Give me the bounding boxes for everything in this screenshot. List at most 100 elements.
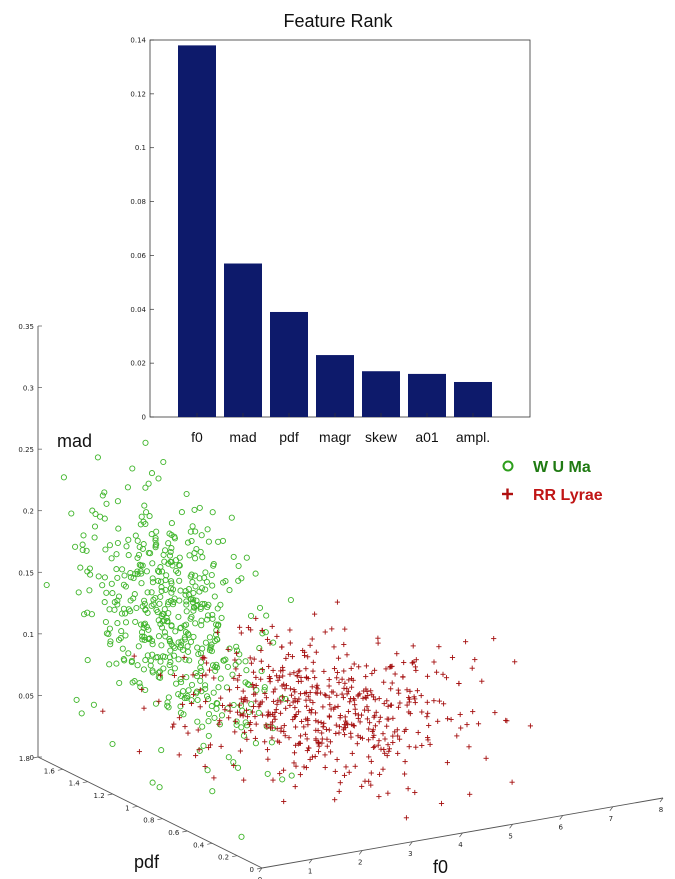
rrlyrae-point — [281, 798, 287, 805]
rrlyrae-point — [362, 778, 368, 784]
y-tick-label: 1.8 — [19, 755, 30, 763]
rrlyrae-point — [443, 675, 450, 681]
wuma-point — [279, 776, 286, 783]
rrlyrae-point — [275, 677, 281, 683]
wuma-point — [194, 644, 201, 651]
rrlyrae-point — [385, 790, 391, 796]
rrlyrae-point — [341, 641, 347, 648]
rrlyrae-point — [203, 672, 209, 678]
rrlyrae-point — [297, 772, 303, 778]
rrlyrae-point — [333, 722, 339, 728]
rrlyrae-point — [332, 797, 338, 803]
wuma-point — [122, 583, 129, 590]
rrlyrae-point — [406, 709, 412, 715]
rrlyrae-point — [241, 696, 247, 702]
bar-f0 — [178, 45, 216, 418]
rrlyrae-point — [281, 723, 287, 729]
rrlyrae-point — [401, 659, 407, 666]
wuma-point — [182, 591, 189, 598]
wuma-point — [162, 547, 169, 554]
rrlyrae-point — [342, 732, 348, 738]
wuma-point — [136, 680, 143, 687]
wuma-point — [196, 575, 203, 582]
rrlyrae-point — [279, 683, 285, 689]
wuma-point — [209, 582, 216, 589]
rrlyrae-point — [395, 750, 401, 756]
rrlyrae-point — [376, 719, 382, 725]
rrlyrae-point — [277, 674, 283, 680]
rrlyrae-point — [347, 699, 353, 705]
rrlyrae-point — [368, 758, 374, 764]
bar-ampl — [454, 381, 492, 417]
rrlyrae-point — [456, 680, 462, 687]
wuma-point — [78, 710, 85, 717]
rrlyrae-point — [389, 663, 395, 669]
rrlyrae-point — [180, 674, 186, 680]
wuma-point — [137, 521, 144, 528]
rrlyrae-point — [331, 666, 338, 672]
rrlyrae-point — [190, 672, 196, 678]
rrlyrae-point — [457, 711, 463, 718]
rrlyrae-point — [395, 704, 402, 710]
rrlyrae-point — [217, 718, 223, 724]
rrlyrae-point — [335, 655, 342, 661]
wuma-point — [222, 578, 229, 585]
rrlyrae-point — [321, 668, 327, 674]
rrlyrae-point — [419, 709, 425, 715]
rrlyrae-point — [136, 749, 142, 755]
rrlyrae-point — [291, 714, 297, 720]
rrlyrae-point — [400, 674, 406, 680]
rrlyrae-point — [392, 671, 398, 677]
rrlyrae-point — [370, 694, 377, 700]
rrlyrae-point — [323, 693, 329, 699]
rrlyrae-point — [388, 702, 395, 708]
rrlyrae-point — [237, 624, 243, 630]
wuma-point — [91, 523, 99, 530]
rrlyrae-point — [326, 694, 332, 700]
rrlyrae-point — [264, 747, 271, 753]
rrlyrae-point — [237, 712, 243, 718]
wuma-point — [220, 657, 227, 664]
x-tick — [409, 841, 413, 846]
rrlyrae-point — [356, 664, 362, 670]
rrlyrae-point — [232, 657, 238, 663]
wuma-point — [181, 636, 188, 643]
rrlyrae-point — [249, 709, 255, 715]
wuma-point — [168, 622, 175, 629]
y-tick — [32, 756, 39, 759]
bar-x-tick-label: a01 — [415, 429, 439, 445]
wuma-point — [190, 604, 198, 611]
wuma-point — [202, 639, 209, 646]
y-tick — [182, 830, 188, 833]
rrlyrae-point — [366, 754, 372, 760]
legend-rrlyrae-label: RR Lyrae — [533, 487, 603, 504]
rrlyrae-point — [343, 718, 349, 724]
rrlyrae-point — [409, 660, 415, 666]
wuma-point — [141, 597, 148, 604]
rrlyrae-point — [271, 698, 277, 704]
wuma-point — [287, 596, 294, 604]
rrlyrae-point — [414, 688, 420, 694]
rrlyrae-point — [337, 712, 343, 719]
rrlyrae-point — [407, 688, 413, 694]
rrlyrae-point — [314, 682, 320, 688]
rrlyrae-point — [190, 691, 197, 697]
wuma-point — [197, 664, 204, 671]
wuma-point — [148, 589, 155, 596]
rrlyrae-point — [364, 716, 370, 722]
rrlyrae-point — [376, 794, 382, 800]
rrlyrae-point — [363, 663, 369, 669]
rrlyrae-point — [313, 649, 319, 655]
rrlyrae-point — [316, 743, 322, 749]
rrlyrae-point — [202, 763, 208, 770]
rrlyrae-point — [275, 697, 281, 703]
rrlyrae-point — [509, 779, 515, 785]
series-wuma-points — [43, 439, 295, 840]
rrlyrae-point — [237, 748, 243, 754]
rrlyrae-point — [470, 709, 476, 715]
rrlyrae-point — [248, 660, 254, 666]
z-tick-label: 0.05 — [18, 692, 34, 700]
y-tick-label: 0.2 — [218, 854, 229, 862]
rrlyrae-point — [197, 704, 203, 710]
rrlyrae-point — [431, 698, 437, 704]
